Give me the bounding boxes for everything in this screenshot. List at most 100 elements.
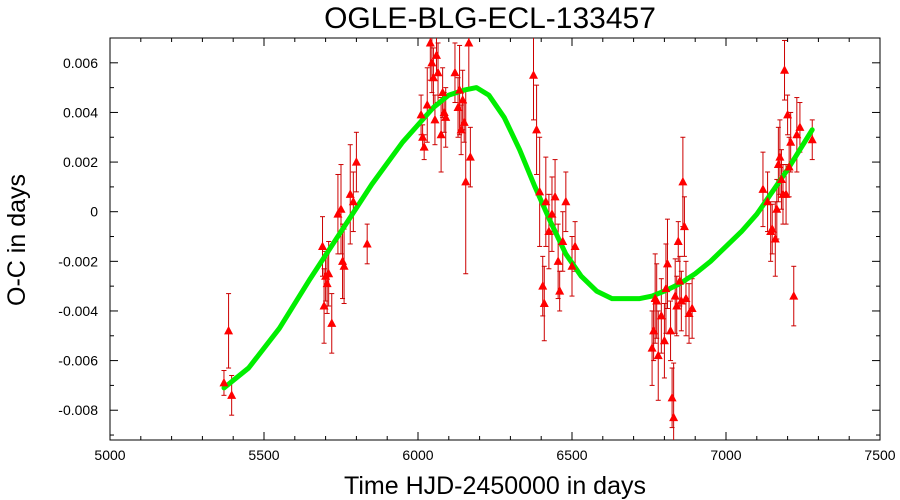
data-point — [425, 37, 435, 47]
data-point — [670, 291, 680, 300]
data-point — [430, 114, 440, 124]
data-point — [431, 50, 441, 59]
data-point — [544, 226, 554, 236]
data-point — [351, 157, 361, 166]
data-point — [324, 268, 334, 278]
minor-ticks — [110, 37, 880, 440]
plot-frame — [109, 37, 881, 441]
data-point — [436, 129, 446, 139]
data-point — [441, 112, 451, 121]
data-point — [676, 296, 686, 305]
data-point — [453, 102, 463, 111]
data-point — [561, 196, 571, 206]
data-point — [319, 301, 329, 310]
data-point — [461, 176, 471, 186]
data-point — [538, 281, 548, 290]
y-tick-label: 0.002 — [63, 154, 98, 170]
data-point — [659, 335, 669, 345]
fit-curve-group — [221, 85, 815, 391]
data-point — [333, 209, 343, 218]
data-point — [219, 377, 229, 387]
data-point — [789, 291, 799, 300]
data-point — [776, 174, 786, 183]
data-point — [362, 238, 372, 248]
data-point — [669, 412, 679, 422]
data-point — [541, 196, 551, 206]
data-point — [647, 343, 657, 352]
data-point — [465, 152, 475, 161]
data-point — [770, 234, 780, 243]
chart-title: OGLE-BLG-ECL-133457 — [324, 2, 656, 35]
data-point — [450, 67, 460, 77]
data-point — [687, 303, 697, 312]
y-tick-label: -0.002 — [58, 253, 98, 269]
data-point — [322, 278, 332, 288]
x-tick-label: 5500 — [248, 447, 279, 463]
x-tick-label: 7500 — [864, 447, 895, 463]
data-point — [532, 124, 542, 134]
data-point — [795, 122, 805, 131]
x-axis-label: Time HJD-2450000 in days — [344, 472, 646, 500]
data-point — [662, 258, 672, 268]
y-tick-label: -0.008 — [58, 402, 98, 418]
data-point — [763, 196, 773, 206]
data-point — [464, 37, 474, 47]
x-tick-label: 5000 — [94, 447, 125, 463]
x-axis-ticks: 5000 5500 6000 6500 7000 7500 — [94, 38, 896, 463]
data-point — [336, 204, 346, 213]
data-point — [570, 241, 580, 250]
data-point — [458, 95, 468, 104]
data-point — [786, 137, 796, 146]
data-point — [345, 189, 355, 198]
data-point — [661, 283, 671, 293]
data-point — [666, 325, 676, 335]
data-point — [558, 236, 568, 245]
data-point — [649, 325, 659, 335]
y-tick-label: 0 — [90, 204, 98, 220]
data-point — [327, 318, 337, 327]
data-point — [773, 159, 783, 169]
data-point — [656, 310, 666, 320]
data-point — [783, 109, 793, 119]
data-point — [555, 286, 565, 295]
data-point — [455, 85, 465, 94]
data-point — [318, 241, 328, 250]
data-point — [539, 298, 549, 308]
data-point — [672, 301, 682, 310]
data-point — [781, 189, 791, 198]
data-point — [807, 134, 817, 144]
data-point — [535, 186, 545, 196]
error-bars — [221, 38, 815, 440]
data-point — [675, 276, 685, 285]
data-point — [767, 224, 777, 233]
data-point — [422, 100, 432, 109]
y-tick-label: 0.006 — [63, 55, 98, 71]
y-tick-label: -0.004 — [58, 303, 98, 319]
data-point — [553, 256, 563, 265]
data-point — [338, 256, 348, 265]
data-point — [784, 162, 794, 171]
data-point — [456, 124, 466, 134]
y-axis-label: O-C in days — [3, 174, 31, 306]
x-tick-label: 7000 — [710, 447, 741, 463]
data-point — [547, 209, 557, 218]
data-point — [438, 87, 448, 97]
data-point — [433, 67, 443, 77]
data-point — [673, 236, 683, 245]
data-point — [419, 142, 429, 151]
data-point — [679, 221, 689, 231]
data-point — [550, 191, 560, 201]
data-point — [684, 308, 694, 317]
data-point — [224, 325, 234, 335]
data-point — [227, 390, 237, 399]
data-point — [348, 196, 358, 206]
data-point — [416, 109, 426, 119]
x-tick-label: 6000 — [402, 447, 433, 463]
data-point — [678, 176, 688, 186]
data-point — [418, 132, 428, 141]
data-point — [758, 184, 768, 193]
x-tick-label: 6500 — [556, 447, 587, 463]
data-point — [653, 350, 663, 360]
data-point — [775, 152, 785, 161]
